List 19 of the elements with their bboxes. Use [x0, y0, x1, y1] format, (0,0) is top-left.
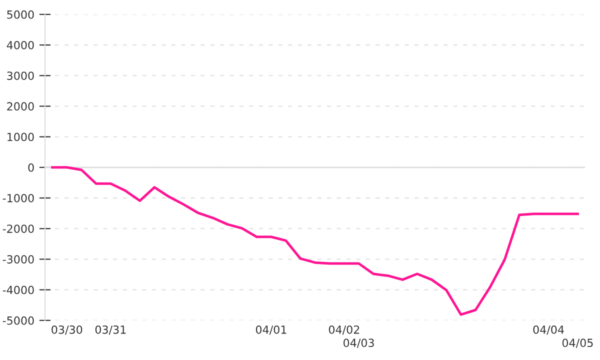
y-tick-label: 1000: [8, 132, 34, 142]
y-tick-label: 3000: [7, 72, 34, 80]
x-tick-label: 03/30: [52, 325, 82, 335]
x-tick-label: 04/04: [533, 325, 564, 335]
x-tick-label: 04/03: [344, 338, 374, 348]
y-tick-label: -2000: [2, 224, 34, 233]
x-tick-label: 04/02: [328, 325, 360, 335]
y-tick-label: -1000: [2, 194, 34, 202]
x-tick-label: 03/31: [95, 325, 126, 335]
y-tick-label: 2000: [7, 102, 34, 111]
y-tick-label: -4000: [2, 286, 34, 294]
y-tick-label: 0: [28, 163, 34, 172]
y-tick-label: 5000: [7, 10, 34, 19]
y-tick-label: -5000: [2, 316, 34, 325]
y-tick-label: 4000: [6, 40, 34, 50]
y-tick-label: -3000: [2, 255, 34, 264]
x-tick-label: 04/01: [256, 325, 286, 335]
x-tick-label: 04/05: [562, 338, 593, 348]
line-series: [51, 166, 579, 316]
